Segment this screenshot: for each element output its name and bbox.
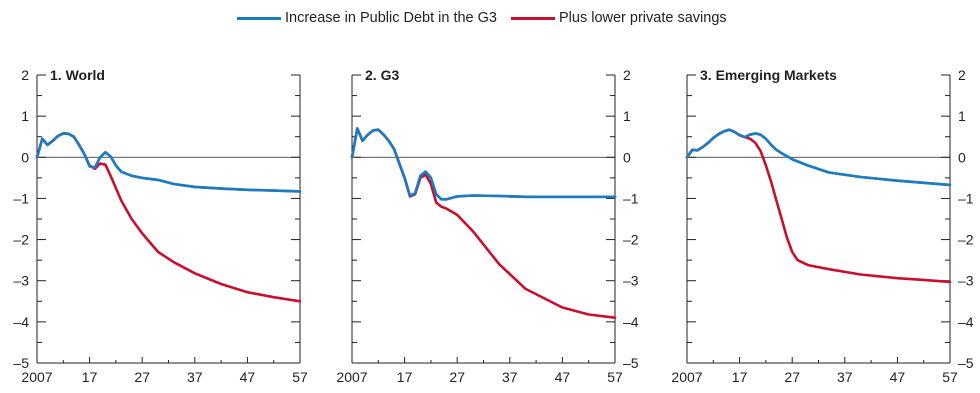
x-tick-label: 17 (82, 369, 98, 385)
y-tick-label: –3 (623, 273, 639, 289)
y-tick-label: 1 (21, 108, 29, 124)
y-tick-label: –3 (958, 273, 974, 289)
x-tick-label: 57 (292, 369, 308, 385)
y-tick-label: –4 (13, 314, 29, 330)
legend-swatch-blue (237, 16, 281, 20)
series-line-public-debt-overlay (35, 132, 302, 193)
x-tick-label: 57 (607, 369, 623, 385)
chart-panel-2: –5 –4 –3 –2 –1 0 1 2 2007 17 27 37 47 57 2. G3 (336, 67, 638, 385)
legend-label-public-debt: Increase in Public Debt in the G3 (285, 10, 497, 26)
series-line-public-debt (350, 127, 617, 201)
x-tick-label: 2007 (21, 369, 52, 385)
chart-panel-3: –5 –4 –3 –2 –1 0 1 2 2007 17 27 37 47 57 3. Emerging M… (671, 67, 973, 385)
x-tick-label: 57 (942, 369, 958, 385)
y-tick-label: –1 (958, 190, 974, 206)
x-tick-label: 37 (837, 369, 853, 385)
series-line-public-debt-overlay (350, 127, 617, 201)
y-tick-label: 2 (21, 67, 29, 83)
y-tick-label: –3 (13, 273, 29, 289)
x-tick-label: 17 (732, 369, 748, 385)
x-tick-label: 47 (240, 369, 256, 385)
y-tick-label: 0 (623, 149, 631, 165)
y-tick-label: –5 (623, 355, 639, 371)
y-tick-label: –5 (958, 355, 974, 371)
y-tick-label: 2 (958, 67, 966, 83)
y-tick-label: 2 (623, 67, 631, 83)
x-tick-label: 2007 (336, 369, 367, 385)
legend-label-private-savings: Plus lower private savings (559, 10, 727, 26)
y-tick-label: –2 (13, 232, 29, 248)
y-tick-label: –1 (13, 190, 29, 206)
chart-title: 1. World (50, 67, 105, 83)
x-tick-label: 27 (449, 369, 465, 385)
x-tick-label: 37 (187, 369, 203, 385)
x-tick-label: 27 (784, 369, 800, 385)
y-tick-label: –2 (623, 232, 639, 248)
y-tick-label: –5 (13, 355, 29, 371)
x-tick-label: 2007 (671, 369, 702, 385)
x-tick-label: 27 (134, 369, 150, 385)
y-tick-label: –4 (623, 314, 639, 330)
y-tick-label: 1 (958, 108, 966, 124)
legend-item-public-debt: Increase in Public Debt in the G3 (237, 7, 497, 29)
legend: Increase in Public Debt in the G3 Plus l… (0, 7, 980, 31)
y-tick-label: –1 (623, 190, 639, 206)
x-tick-label: 37 (502, 369, 518, 385)
y-tick-label: –2 (958, 232, 974, 248)
legend-swatch-red (511, 16, 555, 20)
series-line-private-savings (350, 127, 617, 319)
series-line-private-savings (35, 132, 302, 303)
chart-panel-1: –5 –4 –3 –2 –1 0 1 2 2007 17 27 37 47 57 1. World (13, 67, 308, 385)
legend-item-private-savings: Plus lower private savings (511, 7, 727, 29)
chart-title: 2. G3 (365, 67, 399, 83)
chart-title: 3. Emerging Markets (700, 67, 837, 83)
y-tick-label: 0 (958, 149, 966, 165)
series-line-public-debt-overlay (685, 128, 952, 187)
y-tick-label: 0 (21, 149, 29, 165)
y-tick-label: 1 (623, 108, 631, 124)
x-tick-label: 47 (555, 369, 571, 385)
series-line-private-savings (685, 128, 952, 284)
x-tick-label: 47 (890, 369, 906, 385)
y-tick-label: –4 (958, 314, 974, 330)
x-tick-label: 17 (397, 369, 413, 385)
